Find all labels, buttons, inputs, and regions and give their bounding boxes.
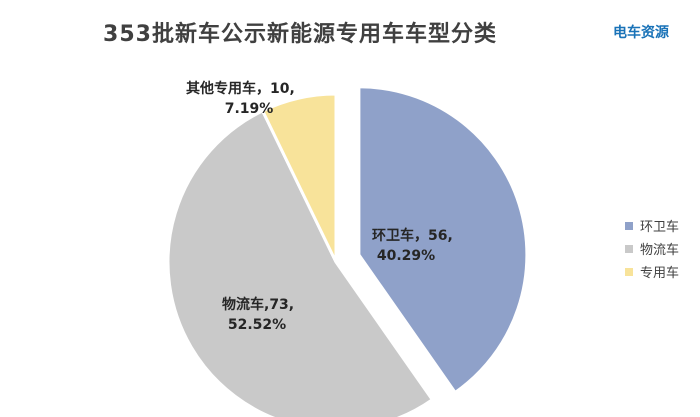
legend-item-wuliu: 物流车 <box>625 237 679 260</box>
legend-label: 专用车 <box>640 266 680 281</box>
legend: 环卫车 物流车 专用车 <box>625 214 679 283</box>
legend-label: 物流车 <box>640 243 680 258</box>
chart-title: 353批新车公示新能源专用车车型分类 <box>103 22 497 47</box>
legend-item-zhuanyong: 专用车 <box>625 260 679 283</box>
slice-label-huanwei-line2: 40.29% <box>377 248 435 264</box>
slice-label-huanwei-line1: 环卫车，56, <box>372 227 453 244</box>
slice-label-other-line1: 其他专用车，10, <box>186 80 295 97</box>
slice-label-wuliu-line2: 52.52% <box>228 317 286 333</box>
slice-wuliu <box>166 108 435 417</box>
slice-other <box>260 92 338 263</box>
legend-item-huanwei: 环卫车 <box>625 214 679 237</box>
brand-logo: 电车资源 <box>613 25 669 41</box>
legend-swatch <box>625 267 633 276</box>
slice-label-wuliu-line1: 物流车,73, <box>222 296 294 313</box>
legend-swatch <box>625 221 633 230</box>
slice-huanwei <box>357 85 529 395</box>
slice-label-other-line2: 7.19% <box>225 101 274 117</box>
legend-label: 环卫车 <box>640 220 680 235</box>
legend-swatch <box>625 244 633 253</box>
